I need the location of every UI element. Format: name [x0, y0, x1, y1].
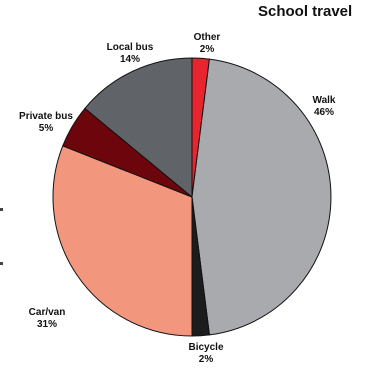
pie-slice-car-van: [52, 145, 193, 337]
pie-slice-walk: [191, 58, 332, 336]
edge-mark: [0, 208, 3, 211]
chart-title: School travel: [258, 3, 353, 20]
pie-slices: [52, 57, 332, 337]
slice-value-label: 31%: [37, 319, 57, 330]
pie-labels: Other2%Walk46%Bicycle2%Car/van31%Private…: [19, 32, 336, 365]
slice-label: Car/van: [29, 307, 66, 318]
slice-label: Walk: [313, 95, 336, 106]
edge-mark: [0, 262, 3, 265]
slice-label: Local bus: [107, 42, 154, 53]
slice-label: Bicycle: [188, 342, 223, 353]
slice-value-label: 46%: [314, 107, 334, 118]
slice-value-label: 2%: [199, 354, 214, 365]
slice-value-label: 14%: [120, 54, 140, 65]
slice-label: Other: [194, 32, 221, 43]
slice-value-label: 5%: [39, 123, 54, 134]
pie-slice-local-bus: [84, 57, 193, 199]
slice-value-label: 2%: [200, 44, 215, 55]
slice-label: Private bus: [19, 111, 73, 122]
